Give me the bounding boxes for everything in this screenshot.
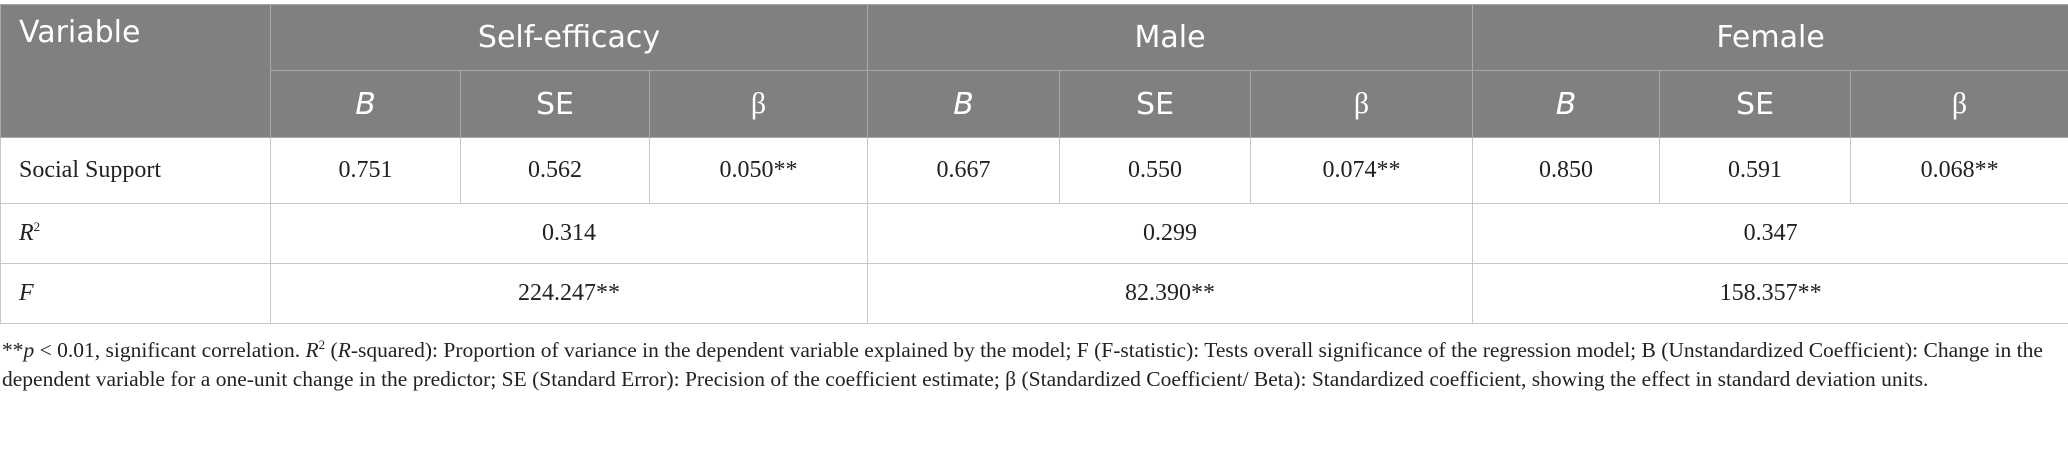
subheader-text: B bbox=[355, 86, 376, 122]
header-cell: Female bbox=[1472, 4, 2068, 71]
header-cell: Self-efficacy bbox=[269, 4, 869, 71]
footnote-part: ** bbox=[2, 338, 24, 362]
row-label: Social Support bbox=[0, 137, 271, 204]
label-sup: 2 bbox=[33, 219, 41, 234]
data-cell: 0.562 bbox=[460, 137, 650, 204]
data-cell: 82.390** bbox=[867, 263, 1474, 324]
table-body: Variable Self-efficacy Male Female B SE β B SE β B… bbox=[0, 4, 2068, 324]
subheader-text: β bbox=[750, 87, 767, 120]
subheader-cell: β bbox=[1250, 70, 1474, 138]
subheader-text: β bbox=[1353, 87, 1370, 120]
footnote-part: R bbox=[305, 338, 319, 362]
data-row: F 224.247** 82.390** 158.357** bbox=[0, 263, 2068, 324]
data-cell: 0.299 bbox=[867, 203, 1474, 264]
data-cell: 0.050** bbox=[648, 137, 869, 204]
subheader-text: B bbox=[1555, 86, 1577, 122]
data-row: Social Support 0.751 0.562 0.050** 0.667 0.55… bbox=[0, 137, 2068, 204]
subheader-text: SE bbox=[1736, 86, 1775, 122]
regression-table: Variable Self-efficacy Male Female B SE β B SE β B… bbox=[0, 4, 2068, 324]
label-text: F bbox=[19, 280, 34, 306]
data-cell: 0.074** bbox=[1250, 137, 1474, 204]
label-text: R bbox=[19, 220, 34, 246]
footnote: **p < 0.01, significant correlation. R2 … bbox=[2, 336, 2062, 394]
subheader-text: SE bbox=[1136, 86, 1175, 122]
footnote-part: ( bbox=[325, 338, 338, 362]
subheader-text: B bbox=[953, 86, 974, 122]
subheader-text: SE bbox=[536, 86, 574, 122]
row-label: R2 bbox=[0, 203, 271, 264]
subheader-text: β bbox=[1951, 87, 1968, 120]
data-cell: 0.314 bbox=[269, 203, 869, 264]
footnote-part: < 0.01, significant correlation. bbox=[34, 338, 306, 362]
footnote-part: 2 bbox=[318, 336, 326, 352]
subheader-cell: B bbox=[1472, 70, 1661, 138]
data-cell: 158.357** bbox=[1472, 263, 2068, 324]
footnote-part: p bbox=[23, 338, 35, 362]
data-cell: 0.068** bbox=[1850, 137, 2068, 204]
label-text: Social Support bbox=[19, 157, 161, 183]
subheader-cell: β bbox=[1850, 70, 2068, 138]
subheader-cell: B bbox=[867, 70, 1061, 138]
data-row: R2 0.314 0.299 0.347 bbox=[0, 203, 2068, 264]
subheader-row: B SE β B SE β B SE β bbox=[1, 70, 2068, 138]
subheader-cell: β bbox=[648, 70, 869, 138]
header-row: Variable Self-efficacy Male Female bbox=[0, 4, 2068, 138]
data-cell: 224.247** bbox=[269, 263, 869, 324]
subheader-cell: SE bbox=[1059, 70, 1252, 138]
data-cell: 0.850 bbox=[1472, 137, 1661, 204]
header-cell: Variable bbox=[0, 4, 271, 138]
subheader-cell: B bbox=[270, 70, 461, 138]
data-cell: 0.751 bbox=[270, 137, 461, 204]
footnote-part: -squared): Proportion of variance in the… bbox=[2, 338, 2043, 391]
data-cell: 0.591 bbox=[1659, 137, 1852, 204]
data-cell: 0.667 bbox=[867, 137, 1061, 204]
subheader-cell: SE bbox=[460, 70, 650, 138]
footnote-part: R bbox=[337, 338, 351, 362]
subheader-cell: SE bbox=[1659, 70, 1852, 138]
row-label: F bbox=[0, 263, 271, 324]
data-cell: 0.550 bbox=[1059, 137, 1252, 204]
header-cell: Male bbox=[867, 4, 1474, 71]
data-cell: 0.347 bbox=[1472, 203, 2068, 264]
